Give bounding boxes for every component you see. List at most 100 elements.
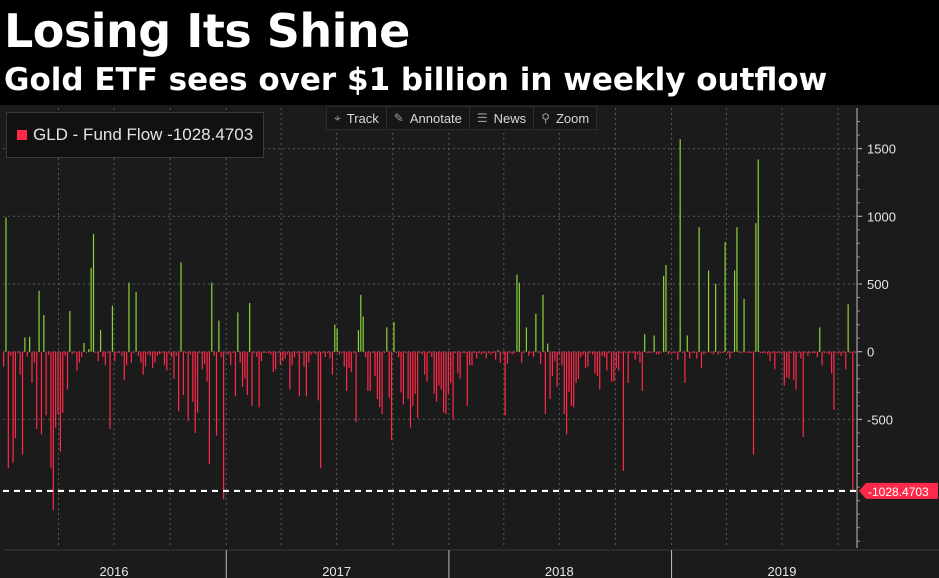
y-tick-label: 1000 <box>867 209 896 224</box>
bar <box>461 351 464 354</box>
bar <box>263 351 265 354</box>
bar <box>301 351 303 354</box>
news-button[interactable]: ☰ News <box>470 107 535 129</box>
bar <box>17 351 19 354</box>
bar <box>665 265 667 352</box>
bar <box>69 311 71 352</box>
bar <box>111 305 114 352</box>
bar <box>324 351 326 358</box>
bar <box>388 351 390 398</box>
bar <box>428 351 431 354</box>
bar <box>502 351 504 354</box>
bar <box>331 351 334 375</box>
bar <box>655 351 658 355</box>
bar <box>381 351 383 414</box>
bar <box>256 351 258 358</box>
bar <box>118 351 121 354</box>
bar <box>589 351 591 354</box>
bar <box>419 351 421 354</box>
bar <box>653 335 655 352</box>
bar <box>573 351 575 408</box>
bar <box>374 351 376 377</box>
bar <box>568 351 570 393</box>
bar <box>644 334 646 352</box>
bar <box>55 351 57 428</box>
bar <box>85 351 87 354</box>
bar <box>315 351 317 355</box>
bar <box>608 351 610 354</box>
bar <box>211 282 213 352</box>
bar <box>828 351 830 355</box>
bar <box>435 351 438 402</box>
news-label: News <box>493 110 527 126</box>
bar <box>738 351 740 354</box>
bar <box>570 351 572 406</box>
bar <box>334 324 336 352</box>
crosshair-icon: ⌖ <box>334 110 341 125</box>
bar <box>743 298 745 352</box>
bar <box>390 351 393 440</box>
bar <box>336 328 338 352</box>
chart-legend[interactable]: GLD - Fund Flow -1028.4703 <box>6 112 265 158</box>
bar <box>802 351 804 437</box>
bar <box>443 351 445 413</box>
y-tick-label: 500 <box>867 277 889 292</box>
bar <box>12 351 14 463</box>
bar <box>33 351 35 363</box>
bar <box>771 351 774 354</box>
bar <box>769 351 771 362</box>
track-button[interactable]: ⌖ Track <box>327 107 387 129</box>
bar <box>426 351 428 382</box>
bar <box>783 351 785 386</box>
bar <box>445 351 447 414</box>
bar <box>88 348 90 352</box>
bar <box>133 351 135 354</box>
bar <box>599 351 601 390</box>
bar <box>284 351 286 359</box>
bar <box>485 351 487 359</box>
bar <box>724 242 726 352</box>
bar <box>24 337 26 352</box>
bar <box>47 351 50 356</box>
bar <box>232 351 234 354</box>
bar <box>625 351 627 354</box>
bar <box>412 351 414 406</box>
bar <box>689 351 691 359</box>
news-icon: ☰ <box>476 111 488 125</box>
bar <box>821 351 823 366</box>
bar <box>556 351 558 387</box>
bar <box>43 315 45 352</box>
bar <box>400 351 402 393</box>
bar <box>854 351 856 354</box>
bar <box>194 351 196 433</box>
bar <box>142 351 144 375</box>
bar <box>282 351 284 362</box>
bar <box>613 351 615 382</box>
bar <box>189 351 192 355</box>
bar <box>733 270 736 352</box>
bar <box>296 351 298 354</box>
bar <box>849 351 852 354</box>
chart-toolbar: ⌖ Track ✎ Annotate ☰ News ⚲ Zoom <box>326 106 598 130</box>
bar <box>258 351 260 408</box>
bar <box>414 351 416 394</box>
annotate-button[interactable]: ✎ Annotate <box>387 107 470 129</box>
bar <box>424 351 426 375</box>
bar <box>185 351 187 354</box>
x-tick-label: 2019 <box>768 564 797 578</box>
bar <box>452 351 454 420</box>
bar <box>554 351 556 362</box>
bar <box>469 351 471 366</box>
bar <box>823 351 826 354</box>
y-tick-label: -500 <box>867 412 893 427</box>
bar <box>362 316 364 352</box>
zoom-button[interactable]: ⚲ Zoom <box>534 107 596 129</box>
bar <box>764 351 766 354</box>
bar <box>736 227 738 352</box>
bar <box>440 351 442 390</box>
bar <box>478 351 480 354</box>
bar <box>163 351 166 366</box>
bar <box>59 351 61 452</box>
bar <box>234 351 237 397</box>
bar <box>712 351 714 355</box>
